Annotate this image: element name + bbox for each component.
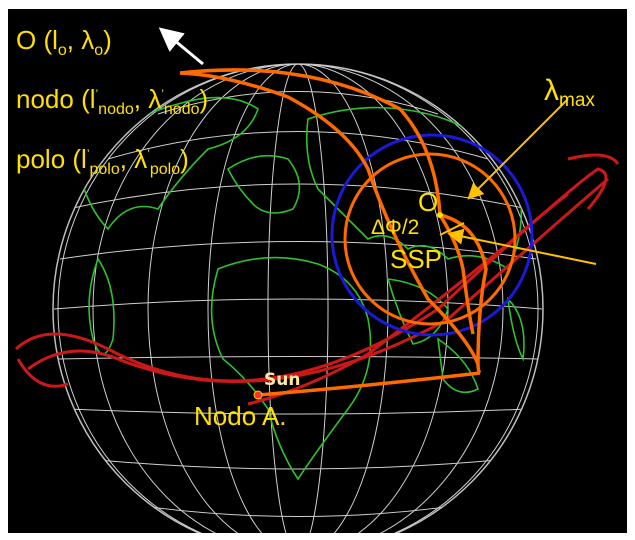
- node-label: nodo (l’nodo, λ’nodo): [16, 84, 209, 118]
- delta-phi-arrow: [447, 228, 597, 265]
- pole-label: polo (l’polo, λ’polo): [16, 144, 189, 178]
- center-point: [437, 212, 443, 218]
- lambda-max-label: λmax: [544, 74, 595, 111]
- origin-arrow: [158, 27, 204, 66]
- coverage-circle: [343, 152, 517, 326]
- arc-ascending-node: [257, 371, 481, 397]
- delta-phi-tick: [439, 222, 465, 236]
- orbit-band: [14, 153, 620, 406]
- sun-label: Sun: [264, 370, 301, 390]
- center-label: O: [418, 187, 439, 217]
- ssp-label: SSP: [390, 244, 443, 274]
- visibility-circle: [330, 133, 534, 337]
- ascending-node-label: Nodo A.: [194, 401, 287, 431]
- arc-node-ssp: [179, 71, 480, 365]
- arc-center-ssp: [439, 213, 488, 375]
- origin-label: O (lo, λo): [16, 25, 112, 59]
- globe-panel: O (lo, λo) nodo (l’nodo, λ’nodo) polo (l…: [8, 9, 627, 533]
- ascending-node-point: [253, 390, 263, 400]
- lambda-max-arrow: [467, 98, 569, 200]
- arc-node-center: [179, 68, 442, 216]
- delta-phi-label: ΔΦ/2: [371, 216, 420, 239]
- globe-diagram: [14, 27, 620, 533]
